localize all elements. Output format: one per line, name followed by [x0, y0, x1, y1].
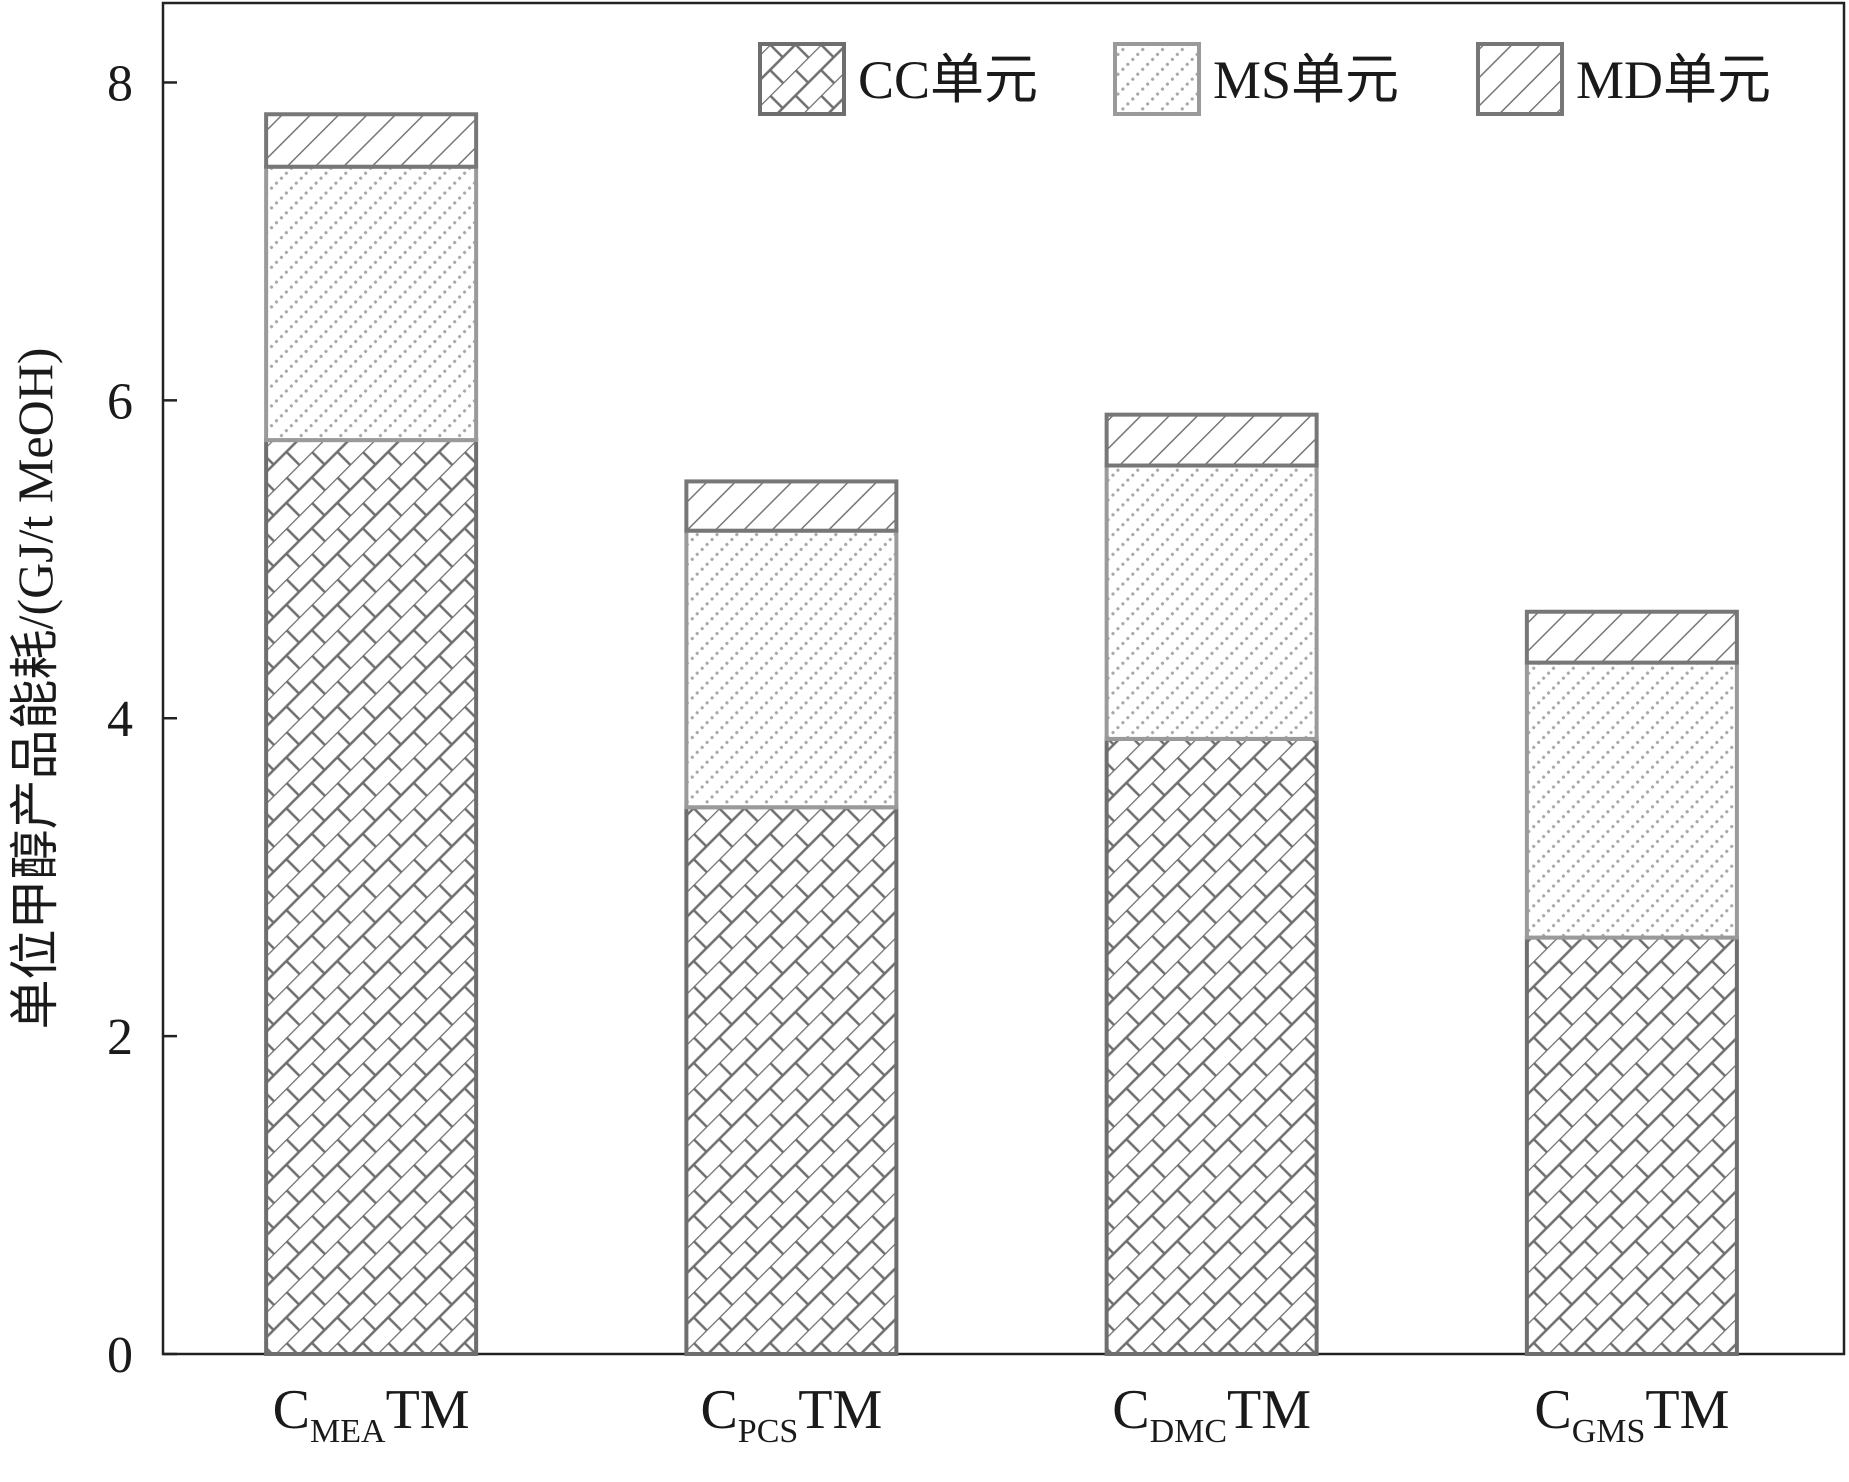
category-prefix: C [1112, 1379, 1149, 1441]
legend-swatch [1113, 42, 1201, 116]
ms-segment [1104, 463, 1319, 741]
category-suffix: TM [1227, 1379, 1311, 1441]
cc-segment [1524, 935, 1739, 1356]
category-subscript: MEA [310, 1413, 386, 1450]
md-segment [1524, 609, 1739, 665]
ms-segment [264, 164, 479, 443]
category-subscript: DMC [1150, 1413, 1227, 1450]
category-subscript: GMS [1572, 1413, 1646, 1450]
legend-swatch [758, 42, 846, 116]
ms-segment [684, 528, 899, 810]
x-category-label: CDMCTM [1112, 1379, 1311, 1450]
cc-segment [264, 438, 479, 1356]
category-prefix: C [273, 1379, 310, 1441]
category-prefix: C [700, 1379, 737, 1441]
y-tick-label: 0 [107, 1327, 133, 1384]
legend-label: CC单元 [858, 50, 1038, 110]
cc-segment [684, 805, 899, 1356]
x-category-label: CGMSTM [1534, 1379, 1729, 1450]
cc-segment [1104, 736, 1319, 1356]
category-suffix: TM [1645, 1379, 1729, 1441]
legend-label: MD单元 [1576, 50, 1771, 110]
category-subscript: PCS [738, 1413, 799, 1450]
legend-label: MS单元 [1213, 50, 1399, 110]
legend-item: MS单元 [1113, 42, 1399, 116]
plot-frame [161, 1, 1846, 1356]
y-axis: 0 2 4 6 8 [107, 55, 177, 1384]
legend-item: MD单元 [1476, 42, 1771, 116]
x-category-label: CPCSTM [700, 1379, 882, 1450]
x-category-label: CMEATM [273, 1379, 470, 1450]
legend-item: CC单元 [758, 42, 1038, 116]
y-axis-title: 单位甲醇产品能耗/(GJ/t MeOH) [7, 348, 63, 1030]
legend-swatch [1476, 42, 1564, 116]
category-suffix: TM [798, 1379, 882, 1441]
legend: CC单元 MS单元 MD单元 [758, 42, 1771, 116]
y-tick-label: 8 [107, 55, 133, 112]
md-segment [1104, 412, 1319, 468]
y-tick-label: 6 [107, 373, 133, 430]
bar-stack [264, 112, 479, 1356]
category-suffix: TM [386, 1379, 470, 1441]
y-tick-label: 2 [107, 1009, 133, 1066]
x-axis-labels: CMEATM CPCSTM CDMCTM CGMSTM [273, 1379, 1730, 1450]
category-prefix: C [1534, 1379, 1571, 1441]
bar-stack [1104, 412, 1319, 1356]
md-segment [684, 479, 899, 533]
bar-stack [684, 479, 899, 1356]
bars [264, 112, 1739, 1356]
md-segment [264, 112, 479, 169]
ms-segment [1524, 660, 1739, 940]
y-tick-label: 4 [107, 691, 133, 748]
bar-stack [1524, 609, 1739, 1356]
